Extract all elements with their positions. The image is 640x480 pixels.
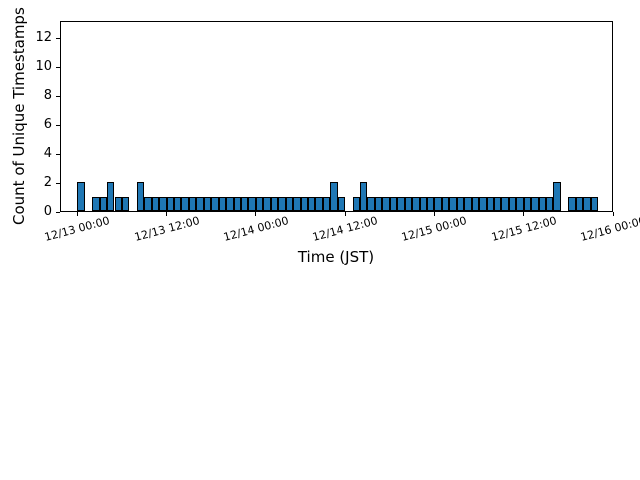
- histogram-bar: [516, 196, 524, 211]
- x-tick-mark: [344, 212, 346, 216]
- x-tick-label: 12/13 12:00: [132, 214, 201, 244]
- histogram-bar: [449, 196, 457, 211]
- histogram-bar: [382, 196, 390, 211]
- y-tick-label: 0: [43, 204, 52, 219]
- histogram-bar: [568, 196, 576, 211]
- y-tick-label: 2: [43, 175, 52, 191]
- histogram-bar: [196, 196, 204, 211]
- histogram-bar: [211, 196, 219, 211]
- x-tick-label: 12/14 12:00: [311, 214, 380, 244]
- histogram-bar: [77, 182, 85, 211]
- y-tick-label: 6: [43, 117, 52, 133]
- histogram-bar: [352, 196, 361, 211]
- histogram-bar: [99, 196, 108, 211]
- y-tick-label: 4: [43, 146, 52, 162]
- histogram-bar: [263, 196, 271, 211]
- y-tick-mark: [56, 153, 60, 155]
- y-tick-mark: [56, 124, 60, 126]
- histogram-bar: [493, 196, 502, 211]
- histogram-bar: [456, 196, 465, 211]
- x-tick-mark: [166, 212, 168, 216]
- histogram-bar: [92, 196, 100, 211]
- histogram-bar: [434, 196, 442, 211]
- histogram-bar: [479, 196, 487, 211]
- histogram-bar: [397, 196, 405, 211]
- histogram-bar: [404, 196, 413, 211]
- histogram-bar: [523, 196, 532, 211]
- y-tick-mark: [56, 211, 60, 213]
- y-tick-label: 12: [35, 30, 52, 46]
- histogram-bar: [151, 196, 160, 211]
- histogram-bar: [166, 196, 175, 211]
- histogram-bar: [441, 196, 450, 211]
- x-tick-mark: [255, 212, 257, 216]
- histogram-bar: [233, 196, 241, 211]
- histogram-bar: [337, 196, 346, 211]
- histogram-bar: [575, 196, 584, 211]
- y-tick-mark: [56, 182, 60, 184]
- histogram-bar: [322, 196, 331, 211]
- histogram-bar: [218, 196, 227, 211]
- histogram-bar: [412, 196, 420, 211]
- histogram-bar: [590, 196, 599, 211]
- histogram-bar: [136, 182, 145, 211]
- histogram-bar: [464, 196, 472, 211]
- histogram-bar: [471, 196, 480, 211]
- histogram-bar: [114, 196, 122, 211]
- histogram-bar: [270, 196, 279, 211]
- x-tick-mark: [523, 212, 525, 216]
- histogram-bar: [300, 196, 308, 211]
- histogram-bar: [330, 182, 338, 211]
- histogram-bar: [374, 196, 383, 211]
- plot-area: [60, 21, 613, 212]
- histogram-bar: [144, 196, 152, 211]
- histogram-bar: [546, 196, 554, 211]
- histogram-bar: [389, 196, 398, 211]
- x-tick-label: 12/14 00:00: [221, 214, 290, 244]
- histogram-bar: [315, 196, 323, 211]
- histogram-bar: [107, 182, 115, 211]
- histogram-bar: [538, 196, 547, 211]
- histogram-bar: [121, 196, 130, 211]
- y-tick-mark: [56, 95, 60, 97]
- histogram-bar: [293, 196, 301, 211]
- histogram-bar: [553, 182, 561, 211]
- histogram-bar: [255, 196, 264, 211]
- histogram-bar: [188, 196, 197, 211]
- histogram-bar: [285, 196, 294, 211]
- histogram-bar: [426, 196, 435, 211]
- histogram-bar: [203, 196, 212, 211]
- y-tick-mark: [56, 37, 60, 39]
- y-tick-mark: [56, 66, 60, 68]
- histogram-bar: [508, 196, 517, 211]
- histogram-bar: [531, 196, 539, 211]
- x-tick-label: 12/13 00:00: [43, 214, 112, 244]
- histogram-bar: [248, 196, 256, 211]
- histogram-bar: [583, 196, 591, 211]
- histogram-bar: [307, 196, 316, 211]
- histogram-bar: [486, 196, 494, 211]
- y-tick-label: 10: [35, 59, 52, 75]
- histogram-bar: [240, 196, 249, 211]
- histogram-bar: [278, 196, 286, 211]
- x-tick-label: 12/16 00:00: [579, 214, 640, 244]
- x-tick-mark: [76, 212, 78, 216]
- x-tick-mark: [433, 212, 435, 216]
- histogram-bar: [181, 196, 189, 211]
- x-axis-label: Time (JST): [297, 248, 375, 266]
- histogram-bar: [360, 182, 368, 211]
- histogram-bar: [174, 196, 182, 211]
- x-tick-mark: [612, 212, 614, 216]
- histogram-bar: [226, 196, 234, 211]
- x-tick-label: 12/15 00:00: [400, 214, 469, 244]
- histogram-bar: [419, 196, 427, 211]
- histogram-bar: [501, 196, 509, 211]
- histogram-bar: [367, 196, 375, 211]
- x-tick-label: 12/15 12:00: [489, 214, 558, 244]
- histogram-bar: [159, 196, 167, 211]
- y-tick-label: 8: [43, 88, 52, 104]
